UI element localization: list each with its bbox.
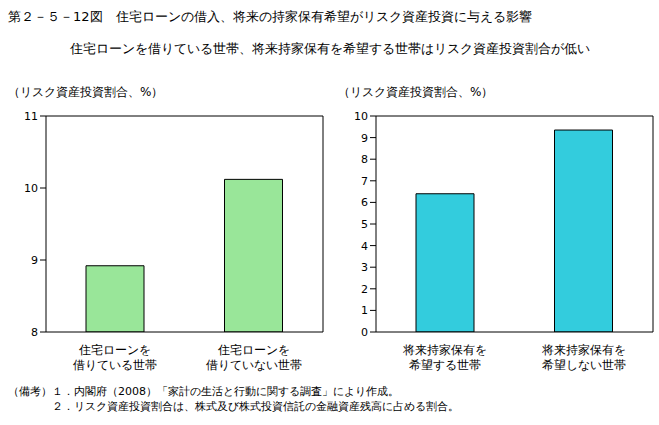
svg-text:8: 8: [361, 153, 368, 166]
svg-text:3: 3: [361, 261, 368, 274]
html-text:住宅ローンを借りている世帯、将来持家保有を希望する世帯はリス: 住宅ローンを借りている世帯、将来持家保有を希望する世帯はリスク資産投資割合が低い: [69, 41, 590, 56]
svg-text:6: 6: [361, 196, 368, 209]
svg-text:7: 7: [361, 175, 368, 188]
html-text:２．リスク資産投資割合は、株式及び株式投資信託の金融資産残高: ２．リスク資産投資割合は、株式及び株式投資信託の金融資産残高に占める割合。: [52, 400, 459, 413]
svg-text:2: 2: [361, 283, 368, 296]
svg-text:8: 8: [31, 326, 38, 339]
html-text:（リスク資産投資割合、%）: （リスク資産投資割合、%）: [8, 85, 164, 99]
svg-text:住宅ローンを借りている世帯: 住宅ローンを借りている世帯: [73, 343, 157, 372]
svg-text:11: 11: [24, 110, 38, 123]
svg-text:将来持家保有を希望しない世帯: 将来持家保有を希望しない世帯: [541, 343, 626, 372]
svg-text:1: 1: [361, 304, 368, 317]
svg-text:9: 9: [31, 254, 38, 267]
svg-text:将来持家保有を希望する世帯: 将来持家保有を希望する世帯: [402, 343, 487, 372]
html-text:（リスク資産投資割合、%）: （リスク資産投資割合、%）: [338, 85, 494, 99]
svg-text:10: 10: [24, 182, 38, 195]
svg-text:10: 10: [354, 110, 368, 123]
html-text:第２－５－12図 住宅ローンの借入、将来の持家保有希望がリス: 第２－５－12図 住宅ローンの借入、将来の持家保有希望がリスク資産投資に与える影…: [8, 9, 532, 24]
svg-text:住宅ローンを借りていない世帯: 住宅ローンを借りていない世帯: [206, 343, 302, 372]
svg-text:5: 5: [361, 218, 368, 231]
svg-text:0: 0: [361, 326, 368, 339]
svg-text:9: 9: [361, 132, 368, 145]
svg-text:4: 4: [361, 240, 368, 253]
html-text:（備考）１．内閣府（2008）「家計の生活と行動に関する調査: （備考）１．内閣府（2008）「家計の生活と行動に関する調査」により作成。: [8, 385, 399, 398]
